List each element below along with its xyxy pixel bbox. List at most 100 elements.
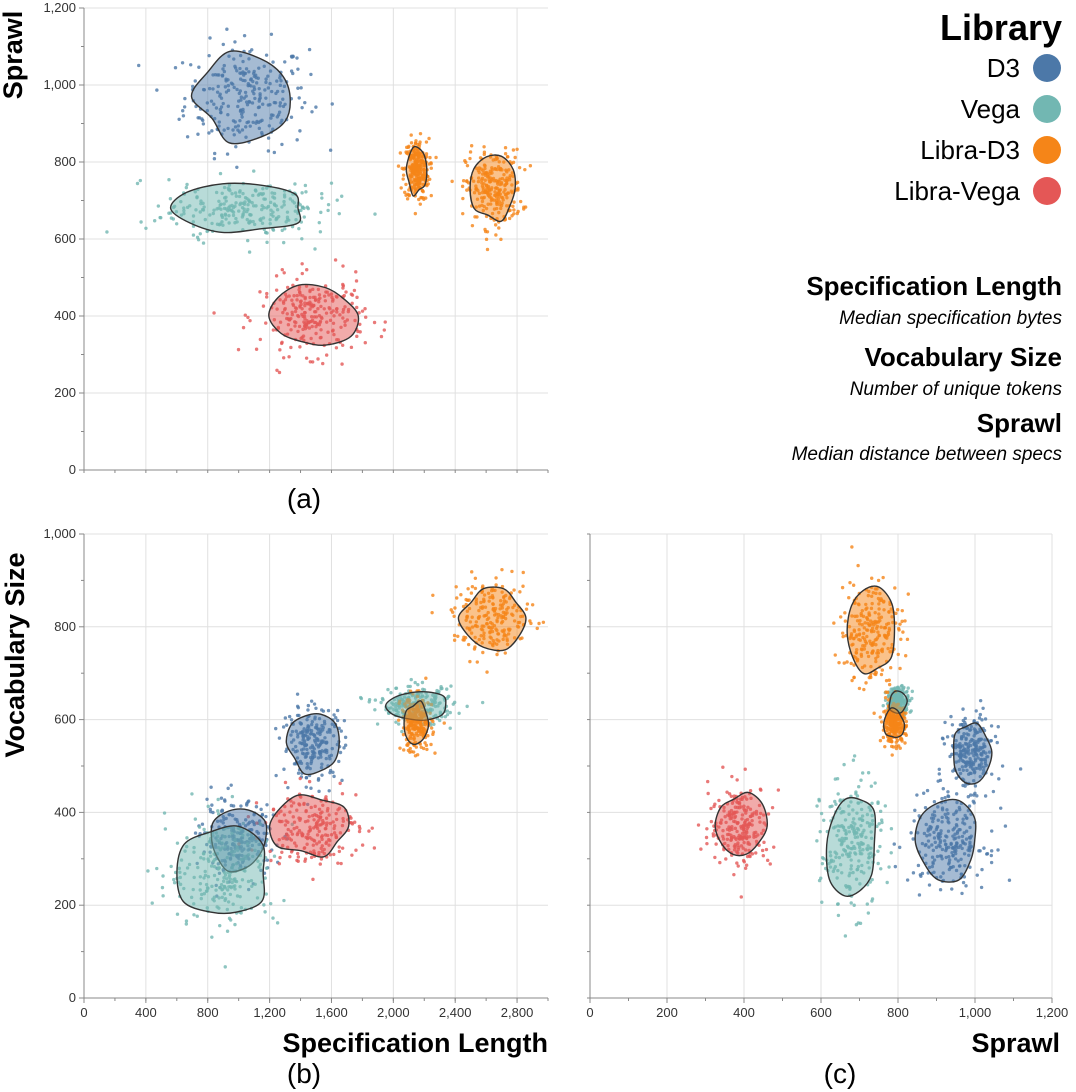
libra-d3-point (402, 748, 406, 752)
libra-d3-point (884, 690, 888, 694)
libra-d3-point (903, 716, 907, 721)
vega-point (876, 861, 880, 866)
libra-vega-point (706, 779, 710, 784)
d3-point (990, 829, 994, 833)
vega-point (380, 696, 385, 701)
libra-d3-cluster-hull (403, 700, 430, 746)
vega-point (193, 817, 198, 821)
libra-d3-point (840, 585, 845, 590)
libra-vega-point (236, 347, 241, 352)
d3-point (281, 725, 286, 729)
vega-point (198, 232, 202, 236)
d3-point (269, 32, 274, 36)
libra-d3-point (904, 719, 909, 724)
libra-d3-point (401, 177, 405, 181)
x-tick-label: 200 (656, 1005, 678, 1020)
libra-d3-point (404, 193, 408, 197)
libra-vega-point (298, 345, 302, 349)
libra-d3-point (898, 746, 902, 750)
libra-d3-point (515, 180, 520, 185)
d3-point (155, 88, 159, 92)
libra-d3-point (887, 678, 891, 682)
d3-point (342, 746, 346, 750)
d3-point (964, 884, 968, 888)
vega-point (319, 210, 323, 215)
libra-d3-point (876, 578, 881, 583)
libra-vega-point (304, 356, 309, 360)
vega-point (281, 240, 286, 245)
libra-d3-point (886, 698, 891, 702)
vega-cluster-hull (169, 182, 302, 234)
libra-d3-point (512, 200, 516, 204)
vega-point (318, 230, 323, 234)
vega-point (876, 849, 880, 853)
libra-d3-point (473, 645, 477, 649)
d3-point (941, 786, 945, 791)
libra-d3-point (466, 642, 471, 647)
y-tick-label: 600 (54, 231, 76, 246)
libra-d3-point (406, 152, 410, 156)
d3-point (265, 858, 270, 862)
libra-d3-point (848, 580, 852, 585)
d3-point (234, 145, 238, 149)
vega-point (185, 836, 189, 840)
libra-d3-point (418, 202, 422, 206)
vega-point (337, 211, 341, 216)
libra-vega-point (296, 855, 301, 859)
d3-point (326, 708, 331, 713)
libra-d3-point (414, 139, 418, 143)
libra-d3-point (452, 633, 457, 638)
vega-point (280, 228, 284, 233)
libra-vega-point (261, 304, 266, 308)
d3-point (264, 814, 268, 819)
d3-point (327, 789, 331, 793)
libra-vega-point (760, 848, 765, 853)
vega-point (202, 827, 206, 832)
d3-point (937, 767, 941, 772)
libra-vega-point (246, 315, 250, 320)
vega-point (304, 190, 308, 194)
vega-point (887, 865, 891, 869)
libra-d3-point (470, 223, 475, 228)
d3-point (208, 807, 212, 811)
vega-point (175, 912, 180, 916)
d3-point (983, 717, 988, 721)
vega-point (889, 851, 893, 855)
d3-point (330, 102, 334, 106)
vega-point (150, 901, 154, 905)
libra-d3-point (850, 678, 854, 683)
libra-d3-point (896, 626, 901, 631)
libra-vega-point (770, 805, 775, 810)
d3-point (193, 79, 197, 83)
d3-point (264, 53, 269, 57)
vega-point (835, 776, 840, 781)
libra-vega-point (337, 845, 341, 849)
libra-d3-point (888, 739, 892, 744)
vega-point (326, 208, 330, 213)
x-tick-label: 0 (80, 1005, 87, 1020)
d3-point (922, 791, 926, 795)
libra-d3-point (884, 678, 889, 683)
libra-d3-point (903, 741, 907, 745)
d3-point (289, 69, 294, 73)
libra-vega-point (350, 301, 354, 306)
libra-d3-cluster-hull (469, 154, 517, 223)
vega-point (409, 677, 413, 682)
libra-d3-point (513, 155, 517, 160)
vega-point (225, 929, 230, 933)
x-tick-label: 800 (887, 1005, 909, 1020)
d3-point (209, 785, 213, 789)
vega-point (852, 754, 857, 758)
vega-point (197, 825, 202, 829)
libra-d3-point (510, 214, 514, 218)
libra-vega-point (338, 781, 342, 786)
libra-d3-point (424, 196, 428, 200)
vega-point (394, 686, 398, 691)
libra-vega-point (274, 274, 279, 278)
libra-vega-point (289, 345, 293, 350)
libra-vega-point (328, 853, 333, 857)
d3-point (950, 887, 954, 891)
libra-vega-point (332, 852, 336, 857)
vega-point (326, 202, 331, 207)
